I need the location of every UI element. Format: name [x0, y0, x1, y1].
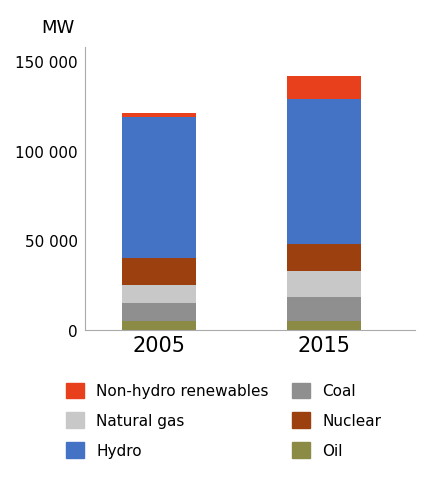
Bar: [287, 321, 361, 330]
Bar: [122, 303, 196, 321]
Bar: [122, 118, 196, 259]
Bar: [287, 298, 361, 321]
Bar: [287, 271, 361, 298]
Bar: [287, 77, 361, 100]
Bar: [122, 114, 196, 118]
Bar: [287, 244, 361, 271]
Bar: [287, 100, 361, 244]
Legend: Non-hydro renewables, Natural gas, Hydro, Coal, Nuclear, Oil: Non-hydro renewables, Natural gas, Hydro…: [66, 383, 381, 458]
Bar: [122, 259, 196, 285]
Bar: [122, 321, 196, 330]
Bar: [122, 285, 196, 303]
Text: MW: MW: [42, 19, 75, 37]
